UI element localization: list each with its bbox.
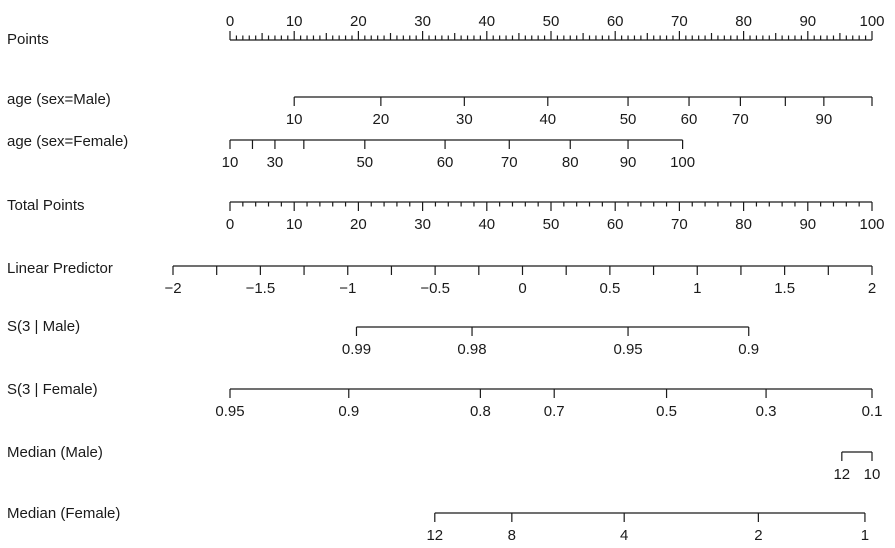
tick-label: 80 (562, 154, 579, 171)
row-label: age (sex=Male) (7, 91, 111, 108)
tick-label: 30 (414, 216, 431, 233)
tick-label: −1 (339, 280, 356, 297)
tick-label: 100 (859, 13, 884, 30)
tick-label: 10 (286, 111, 303, 128)
tick-label: 20 (350, 13, 367, 30)
row-label: Median (Male) (7, 444, 103, 461)
tick-label: 80 (735, 216, 752, 233)
tick-label: −1.5 (246, 280, 276, 297)
tick-label: 0.9 (338, 403, 359, 420)
tick-label: 1 (861, 527, 869, 544)
tick-label: 80 (735, 13, 752, 30)
tick-label: 70 (732, 111, 749, 128)
tick-label: 50 (620, 111, 637, 128)
row-label: age (sex=Female) (7, 133, 128, 150)
tick-label: 90 (816, 111, 833, 128)
tick-label: 0 (226, 13, 234, 30)
tick-label: 100 (670, 154, 695, 171)
tick-label: 0.5 (656, 403, 677, 420)
row-label: Total Points (7, 197, 85, 214)
tick-label: 50 (543, 216, 560, 233)
tick-label: 0.7 (544, 403, 565, 420)
tick-label: 0 (518, 280, 526, 297)
tick-label: 50 (356, 154, 373, 171)
tick-label: 10 (286, 13, 303, 30)
tick-label: 0.99 (342, 341, 371, 358)
tick-label: −2 (164, 280, 181, 297)
tick-label: 100 (859, 216, 884, 233)
tick-label: 60 (681, 111, 698, 128)
tick-label: 40 (539, 111, 556, 128)
tick-label: 0.95 (215, 403, 244, 420)
tick-label: 0.8 (470, 403, 491, 420)
tick-label: 12 (426, 527, 443, 544)
tick-label: 12 (833, 466, 850, 483)
tick-label: 8 (508, 527, 516, 544)
tick-label: 10 (222, 154, 239, 171)
tick-label: 10 (864, 466, 881, 483)
tick-label: 40 (478, 13, 495, 30)
tick-label: 0.5 (599, 280, 620, 297)
tick-label: 20 (373, 111, 390, 128)
tick-label: 2 (754, 527, 762, 544)
row-label: Points (7, 31, 49, 48)
tick-label: 10 (286, 216, 303, 233)
tick-label: 0.95 (613, 341, 642, 358)
tick-label: 30 (456, 111, 473, 128)
tick-label: 0 (226, 216, 234, 233)
tick-label: 2 (868, 280, 876, 297)
tick-label: 60 (437, 154, 454, 171)
tick-label: 0.3 (756, 403, 777, 420)
tick-label: 70 (671, 13, 688, 30)
row-label: S(3 | Female) (7, 381, 98, 398)
tick-label: 90 (799, 216, 816, 233)
tick-label: 70 (671, 216, 688, 233)
tick-label: 50 (543, 13, 560, 30)
tick-label: 20 (350, 216, 367, 233)
row-label: Median (Female) (7, 505, 120, 522)
tick-label: 0.1 (862, 403, 883, 420)
tick-label: 0.9 (738, 341, 759, 358)
tick-label: 30 (414, 13, 431, 30)
tick-label: 60 (607, 216, 624, 233)
row-label: Linear Predictor (7, 260, 113, 277)
tick-label: 30 (267, 154, 284, 171)
tick-label: 90 (620, 154, 637, 171)
tick-label: −0.5 (420, 280, 450, 297)
tick-label: 4 (620, 527, 628, 544)
tick-label: 40 (478, 216, 495, 233)
tick-label: 90 (799, 13, 816, 30)
tick-label: 0.98 (457, 341, 486, 358)
tick-label: 70 (501, 154, 518, 171)
tick-label: 1 (693, 280, 701, 297)
tick-label: 1.5 (774, 280, 795, 297)
row-label: S(3 | Male) (7, 318, 80, 335)
tick-label: 60 (607, 13, 624, 30)
